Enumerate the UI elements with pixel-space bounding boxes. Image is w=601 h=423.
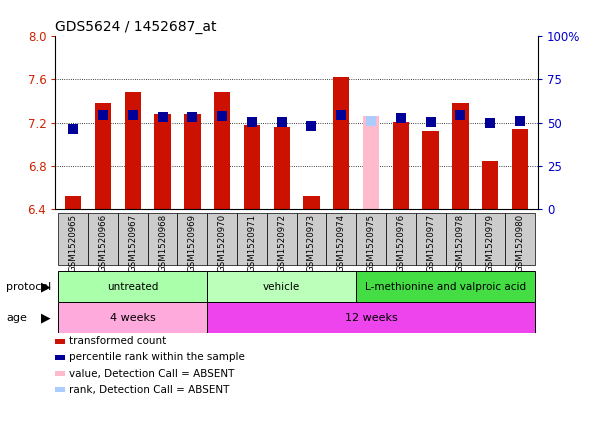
Text: ▶: ▶ [41,280,51,293]
Point [69,126,78,132]
FancyBboxPatch shape [58,302,207,333]
Bar [392,121,409,209]
Text: age: age [6,313,27,323]
FancyBboxPatch shape [475,213,505,265]
Bar [452,103,469,209]
Text: 4 weeks: 4 weeks [110,313,156,323]
FancyBboxPatch shape [326,213,356,265]
Point [456,112,465,118]
Point [247,118,257,125]
Text: 12 weeks: 12 weeks [345,313,397,323]
FancyBboxPatch shape [297,213,326,265]
Bar [273,127,290,209]
FancyBboxPatch shape [207,302,535,333]
FancyBboxPatch shape [118,213,148,265]
Text: untreated: untreated [107,282,159,291]
Text: value, Detection Call = ABSENT: value, Detection Call = ABSENT [70,368,235,379]
Text: L-methionine and valproic acid: L-methionine and valproic acid [365,282,526,291]
Text: rank, Detection Call = ABSENT: rank, Detection Call = ABSENT [70,385,230,395]
Bar [512,129,528,209]
Text: GSM1520974: GSM1520974 [337,214,346,272]
Bar [95,103,111,209]
FancyBboxPatch shape [237,213,267,265]
Point [307,123,316,129]
Text: protocol: protocol [6,282,51,291]
FancyBboxPatch shape [207,271,356,302]
Text: GSM1520965: GSM1520965 [69,214,78,272]
Point [337,112,346,118]
Text: percentile rank within the sample: percentile rank within the sample [70,352,245,363]
Text: ▶: ▶ [41,311,51,324]
Bar [65,196,81,209]
Text: GSM1520970: GSM1520970 [218,214,227,272]
Text: GSM1520972: GSM1520972 [277,214,286,272]
Text: GSM1520966: GSM1520966 [99,214,108,272]
Point [98,112,108,118]
FancyBboxPatch shape [356,271,535,302]
Text: GDS5624 / 1452687_at: GDS5624 / 1452687_at [55,19,217,33]
Point [218,113,227,120]
Bar [304,196,320,209]
FancyBboxPatch shape [148,213,177,265]
Text: GSM1520976: GSM1520976 [397,214,405,272]
FancyBboxPatch shape [207,213,237,265]
FancyBboxPatch shape [416,213,445,265]
Point [486,119,495,126]
Text: GSM1520975: GSM1520975 [367,214,376,272]
Bar [482,161,498,209]
Bar [333,77,349,209]
Point [157,114,167,121]
Point [128,112,138,118]
Point [515,117,525,124]
FancyBboxPatch shape [58,271,207,302]
Bar [184,114,201,209]
Point [426,118,436,125]
Bar [363,116,379,209]
FancyBboxPatch shape [356,213,386,265]
Bar [214,92,230,209]
FancyBboxPatch shape [267,213,297,265]
Text: GSM1520968: GSM1520968 [158,214,167,272]
FancyBboxPatch shape [88,213,118,265]
Point [277,118,287,125]
FancyBboxPatch shape [58,213,88,265]
Text: vehicle: vehicle [263,282,300,291]
Bar [423,132,439,209]
Point [366,117,376,124]
Text: transformed count: transformed count [70,336,166,346]
Text: GSM1520980: GSM1520980 [516,214,525,272]
Text: GSM1520973: GSM1520973 [307,214,316,272]
Bar [244,125,260,209]
FancyBboxPatch shape [505,213,535,265]
FancyBboxPatch shape [177,213,207,265]
Point [396,115,406,122]
FancyBboxPatch shape [386,213,416,265]
FancyBboxPatch shape [445,213,475,265]
Text: GSM1520979: GSM1520979 [486,214,495,272]
Text: GSM1520971: GSM1520971 [248,214,257,272]
Point [188,114,197,121]
Text: GSM1520977: GSM1520977 [426,214,435,272]
Bar [154,114,171,209]
Text: GSM1520969: GSM1520969 [188,214,197,272]
Text: GSM1520967: GSM1520967 [128,214,137,272]
Text: GSM1520978: GSM1520978 [456,214,465,272]
Bar [124,92,141,209]
